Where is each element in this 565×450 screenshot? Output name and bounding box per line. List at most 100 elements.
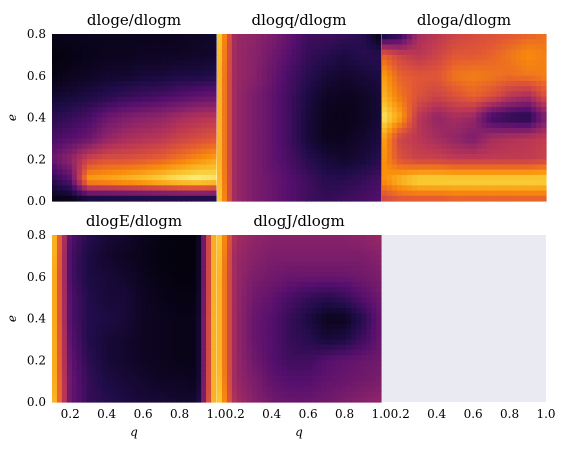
heatmap-cell [451, 96, 458, 103]
heatmap-cell [52, 117, 58, 124]
heatmap-cell [251, 65, 258, 72]
heatmap-cell [541, 164, 547, 171]
heatmap-cell [486, 34, 492, 40]
heatmap-cell [446, 190, 453, 197]
heatmap-cell [66, 386, 73, 393]
heatmap-cell [141, 180, 148, 186]
heatmap-cell [196, 255, 202, 262]
heatmap-cell [76, 334, 83, 340]
heatmap-cell [261, 154, 268, 160]
heatmap-cell [131, 91, 138, 98]
heatmap-cell [541, 80, 547, 87]
heatmap-cell [361, 308, 367, 314]
heatmap-cell [91, 261, 98, 267]
heatmap-cell [236, 107, 243, 113]
heatmap-cell [376, 49, 382, 56]
heatmap-cell [111, 271, 118, 278]
heatmap-cell [131, 185, 138, 192]
heatmap-cell [326, 49, 332, 56]
heatmap-cell [266, 344, 273, 351]
heatmap-cell [466, 44, 473, 51]
heatmap-cell [217, 34, 223, 40]
heatmap-cell [171, 344, 177, 351]
heatmap-cell [361, 49, 367, 56]
heatmap-cell [366, 148, 372, 155]
heatmap-cell [411, 133, 418, 139]
heatmap-cell [516, 96, 522, 103]
heatmap-cell [161, 190, 167, 197]
heatmap-cell [106, 302, 113, 309]
heatmap-cell [266, 164, 273, 171]
heatmap-cell [376, 180, 382, 186]
heatmap-cell [401, 49, 408, 56]
heatmap-cell [236, 44, 243, 51]
heatmap-cell [281, 96, 288, 103]
heatmap-cell [56, 91, 63, 98]
heatmap-cell [316, 344, 322, 351]
heatmap-cell [91, 138, 98, 145]
heatmap-cell [461, 107, 468, 113]
heatmap-cell [101, 127, 108, 134]
heatmap-cell [61, 164, 68, 171]
heatmap-cell [276, 86, 283, 93]
heatmap-cell [231, 101, 238, 108]
heatmap-cell [186, 70, 192, 77]
heatmap-cell [451, 86, 458, 93]
heatmap-cell [231, 195, 238, 202]
heatmap-cell [382, 148, 388, 155]
heatmap-cell [366, 323, 372, 330]
heatmap-cell [386, 54, 393, 61]
heatmap-cell [316, 91, 322, 98]
heatmap-cell [106, 339, 113, 346]
heatmap-cell [471, 195, 478, 202]
heatmap-cell [356, 39, 362, 46]
heatmap-cell [52, 96, 58, 103]
heatmap-cell [91, 281, 98, 288]
heatmap-cell [191, 107, 197, 113]
heatmap-cell [151, 240, 157, 247]
heatmap-cell [431, 122, 438, 129]
heatmap-cell [276, 313, 283, 320]
heatmap-cell [366, 308, 372, 314]
heatmap-cell [246, 328, 253, 335]
heatmap-cell [506, 159, 512, 166]
heatmap-cell [211, 313, 217, 320]
heatmap-cell [146, 91, 152, 98]
heatmap-cell [86, 386, 93, 393]
heatmap-cell [366, 154, 372, 160]
heatmap-cell [366, 235, 372, 241]
heatmap-cell [221, 159, 228, 166]
heatmap-cell [311, 117, 317, 124]
heatmap-cell [296, 112, 303, 119]
heatmap-cell [416, 107, 423, 113]
heatmap-cell [241, 185, 248, 192]
heatmap-cell [486, 169, 492, 176]
heatmap-cell [471, 138, 478, 145]
heatmap-cell [106, 271, 113, 278]
heatmap-cell [326, 75, 332, 82]
heatmap-cell [386, 148, 393, 155]
heatmap-cell [286, 174, 293, 181]
heatmap-cell [331, 281, 337, 288]
heatmap-cell [351, 117, 357, 124]
heatmap-cell [101, 107, 108, 113]
heatmap-cell [66, 375, 73, 382]
heatmap-cell [241, 174, 248, 181]
heatmap-cell [441, 54, 448, 61]
heatmap-cell [121, 334, 128, 340]
heatmap-cell [351, 80, 357, 87]
heatmap-cell [261, 54, 268, 61]
heatmap-cell [376, 297, 382, 304]
heatmap-cell [481, 195, 487, 202]
heatmap-cell [341, 70, 347, 77]
heatmap-cell [296, 318, 303, 325]
heatmap-cell [171, 297, 177, 304]
heatmap-cell [281, 271, 288, 278]
heatmap-cell [436, 180, 443, 186]
heatmap-cell [101, 318, 108, 325]
heatmap-cell [266, 297, 273, 304]
heatmap-cell [486, 96, 492, 103]
heatmap-cell [466, 101, 473, 108]
heatmap-cell [401, 190, 408, 197]
heatmap-cell [91, 60, 98, 66]
